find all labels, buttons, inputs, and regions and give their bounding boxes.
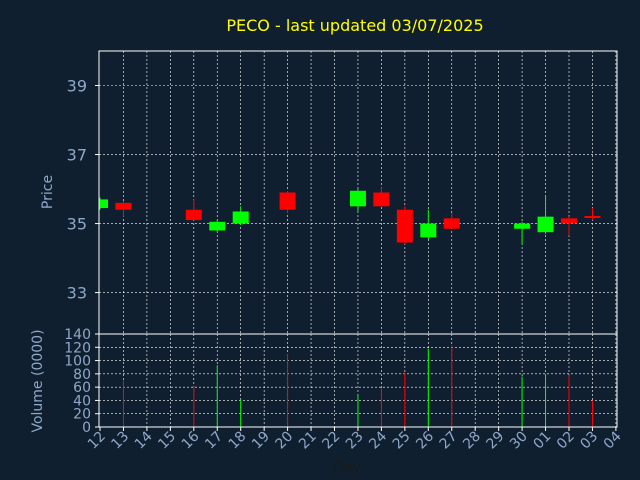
volume-tick-label: 20 xyxy=(73,407,91,423)
volume-tick-label: 120 xyxy=(64,340,91,356)
price-y-ticks: 33 35 37 39 xyxy=(67,77,99,303)
x-tick-label: 03 xyxy=(577,429,601,453)
price-tick-label: 37 xyxy=(67,146,87,165)
candle-12 xyxy=(99,197,108,210)
volume-bars xyxy=(122,345,593,427)
x-tick-label: 23 xyxy=(343,429,367,453)
candle-body xyxy=(373,192,390,207)
x-tick-label: 30 xyxy=(507,429,531,453)
candle-27 xyxy=(443,213,460,229)
candle-body xyxy=(232,211,249,224)
x-tick-label: 26 xyxy=(413,428,437,452)
price-tick-label: 33 xyxy=(67,284,87,303)
candle-body xyxy=(396,209,413,243)
candle-body xyxy=(537,216,554,233)
candle-20 xyxy=(279,190,296,214)
x-tick-label: 20 xyxy=(273,429,297,453)
x-tick-label: 24 xyxy=(366,428,390,452)
volume-tick-label: 140 xyxy=(64,327,91,343)
x-axis-label: Day xyxy=(333,460,361,476)
candle-body xyxy=(279,192,296,210)
x-tick-label: 14 xyxy=(132,428,156,452)
x-tick-label: 22 xyxy=(319,429,343,453)
x-tick-label: 17 xyxy=(202,429,226,453)
candle-24 xyxy=(373,187,390,207)
candle-body xyxy=(420,223,437,238)
volume-tick-label: 0 xyxy=(82,420,91,436)
x-ticks: 12 13 14 15 16 17 18 19 20 21 22 23 24 25 26 27 28 29 30 01… xyxy=(85,427,625,452)
candle-body xyxy=(349,190,366,207)
volume-y-label: Volume (0000) xyxy=(30,329,46,432)
volume-tick-label: 60 xyxy=(73,380,91,396)
candle-01 xyxy=(537,195,554,234)
candle-body xyxy=(561,218,577,224)
volume-tick-label: 40 xyxy=(73,393,91,409)
candle-body xyxy=(443,218,460,229)
x-tick-label: 16 xyxy=(179,428,203,452)
volume-tick-label: 80 xyxy=(73,367,91,383)
candle-body xyxy=(514,223,531,229)
x-tick-label: 04 xyxy=(601,428,625,452)
volume-tick-label: 100 xyxy=(64,354,91,370)
candle-26 xyxy=(420,209,437,240)
x-tick-label: 29 xyxy=(484,429,508,453)
x-tick-label: 27 xyxy=(437,429,461,453)
candle-02 xyxy=(561,216,577,236)
candle-body xyxy=(209,221,226,231)
candle-13 xyxy=(115,201,132,217)
candle-body xyxy=(115,202,132,210)
x-tick-label: 25 xyxy=(390,429,414,453)
x-tick-label: 01 xyxy=(530,429,554,453)
candle-25 xyxy=(396,206,413,245)
candles xyxy=(99,187,601,245)
chart-title: PECO - last updated 03/07/2025 xyxy=(226,16,483,35)
x-tick-label: 18 xyxy=(226,429,250,453)
candle-18 xyxy=(232,206,249,226)
price-y-label: Price xyxy=(40,175,56,209)
x-tick-label: 19 xyxy=(249,429,273,453)
x-tick-label: 13 xyxy=(108,429,132,453)
candle-16 xyxy=(185,199,202,221)
candle-17 xyxy=(209,220,226,233)
x-tick-label: 28 xyxy=(460,429,484,453)
price-tick-label: 39 xyxy=(67,77,87,96)
candle-30 xyxy=(514,221,531,245)
x-tick-label: 15 xyxy=(155,429,179,453)
candle-03 xyxy=(584,208,601,221)
candle-23 xyxy=(349,189,366,212)
candle-body xyxy=(100,199,108,209)
candle-body xyxy=(185,209,202,221)
x-tick-label: 02 xyxy=(554,429,578,453)
price-tick-label: 35 xyxy=(67,215,87,234)
x-tick-label: 21 xyxy=(296,429,320,453)
candle-body xyxy=(584,215,601,218)
